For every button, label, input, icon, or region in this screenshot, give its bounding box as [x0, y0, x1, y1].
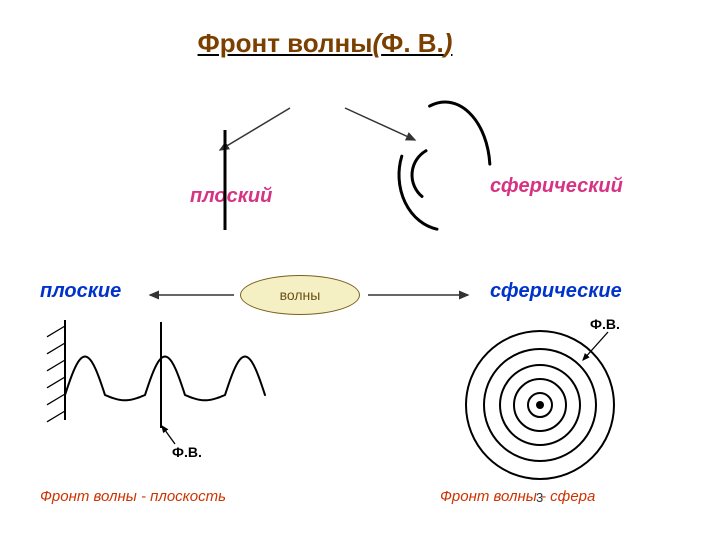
center-waves-label: волны [280, 287, 321, 303]
label-flat-waves: плоские [40, 280, 121, 303]
diagram-overlay [0, 0, 720, 540]
center-waves-node: волны [240, 275, 360, 315]
title-seg3: Ф. В. [381, 28, 444, 59]
slide-number: 3 [536, 490, 543, 505]
slide-title: Фронт волны ( Ф. В. ) [170, 28, 480, 59]
caption-right: Фронт волны - сфера [440, 488, 595, 505]
caption-left: Фронт волны - плоскость [40, 488, 226, 505]
title-seg4: ) [444, 28, 453, 59]
plane-fv-label: Ф.В. [172, 444, 202, 460]
label-sphere-waves: сферические [490, 280, 622, 303]
label-sphere-type: сферический [490, 175, 623, 198]
title-seg2: ( [372, 28, 381, 59]
title-seg1: Фронт волны [198, 28, 373, 59]
sphere-fv-label: Ф.В. [590, 316, 620, 332]
label-flat-type: плоский [190, 185, 272, 208]
